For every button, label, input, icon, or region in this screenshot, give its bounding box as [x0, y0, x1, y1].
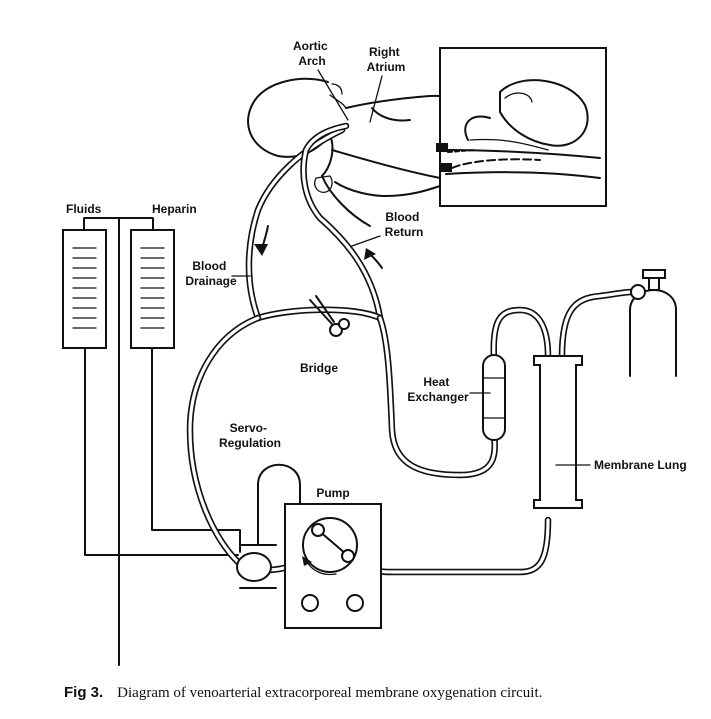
label-right-atrium: Right Atrium — [367, 45, 406, 74]
caption-number: Fig 3. — [64, 684, 104, 701]
infant-patient — [247, 77, 441, 227]
label-right-atrium-1: Right — [369, 45, 400, 59]
heparin-line — [151, 347, 241, 553]
label-heat-exchanger-2: Exchanger — [407, 390, 469, 404]
label-blood-drainage: Blood Drainage — [185, 259, 237, 288]
label-blood-return-2: Return — [385, 225, 424, 239]
label-membrane-lung: Membrane Lung — [594, 458, 687, 472]
cannula-detail-inset — [436, 47, 607, 207]
heparin-bag — [130, 229, 175, 349]
return-arrow-icon — [364, 248, 383, 269]
label-blood-drainage-1: Blood — [192, 259, 226, 273]
label-servo-regulation-1: Servo- — [230, 421, 267, 435]
label-right-atrium-2: Atrium — [367, 60, 406, 74]
label-heat-exchanger: Heat Exchanger — [407, 375, 469, 404]
label-fluids: Fluids — [66, 202, 102, 216]
iv-pole — [83, 217, 154, 666]
figure-caption: Fig 3. Diagram of venoarterial extracorpo… — [64, 684, 704, 702]
label-servo-regulation-2: Regulation — [219, 436, 281, 450]
label-blood-return-1: Blood — [385, 210, 419, 224]
label-bridge: Bridge — [300, 361, 338, 375]
gas-tank — [629, 269, 677, 377]
servo-regulation-loop — [257, 463, 301, 545]
caption-text: Diagram of venoarterial extracorporeal m… — [117, 685, 543, 701]
label-aortic-arch-2: Arch — [298, 54, 325, 68]
label-servo-regulation: Servo- Regulation — [219, 421, 281, 450]
membrane-lung — [533, 355, 583, 509]
heat-exchanger — [482, 354, 506, 441]
label-heat-exchanger-1: Heat — [423, 375, 449, 389]
leader-lines — [231, 69, 591, 466]
label-blood-return: Blood Return — [385, 210, 424, 239]
bladder — [236, 544, 277, 589]
bridge-clamp-icon — [309, 295, 350, 337]
label-pump: Pump — [316, 486, 349, 500]
fluids-bag — [62, 229, 107, 349]
label-aortic-arch: Aortic Arch — [293, 39, 331, 68]
roller-pump — [284, 503, 382, 629]
fluids-line — [84, 347, 239, 556]
drainage-arrow-icon — [254, 225, 269, 256]
label-blood-drainage-2: Drainage — [185, 274, 237, 288]
label-heparin: Heparin — [152, 202, 197, 216]
label-aortic-arch-1: Aortic — [293, 39, 328, 53]
